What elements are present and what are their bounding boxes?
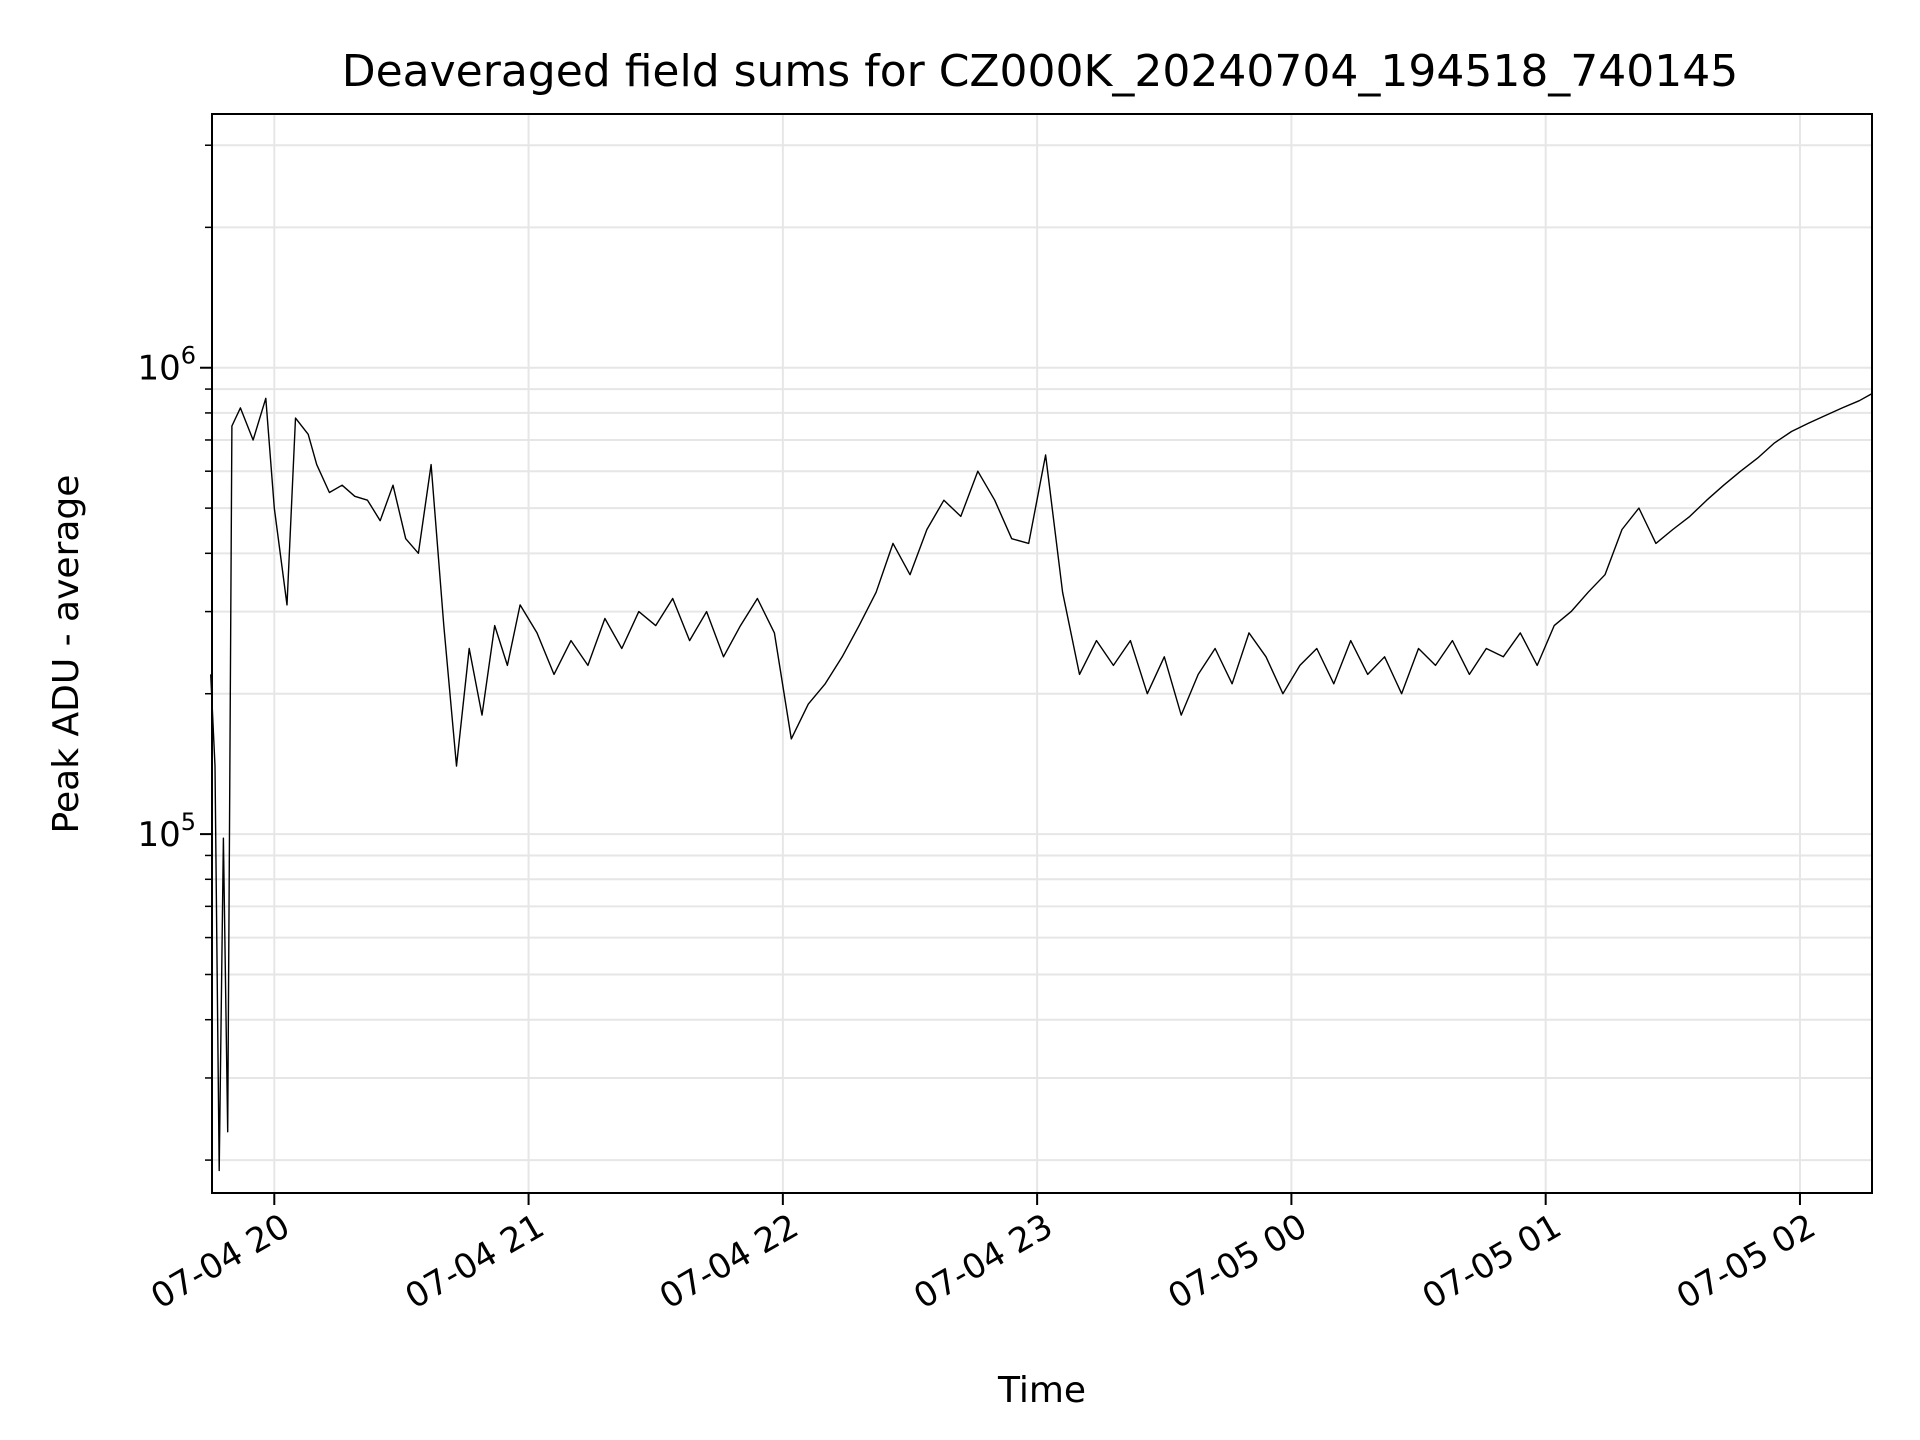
x-tick-label: 07-04 23	[907, 1206, 1059, 1317]
x-tick-label: 07-04 21	[399, 1206, 551, 1317]
grid	[212, 114, 1872, 1193]
ticks: 07-04 20 07-04 21 07-04 22 07-04 23 07-05 00…	[137, 144, 1822, 1317]
x-tick-label: 07-05 01	[1416, 1206, 1568, 1317]
y-tick-label: 106	[137, 342, 196, 389]
y-tick-label: 105	[137, 808, 196, 855]
y-tick-base: 10	[137, 349, 180, 389]
y-tick-exponent: 5	[181, 808, 196, 836]
x-tick-label: 07-05 00	[1162, 1206, 1314, 1317]
chart-title: Deaveraged field sums for CZ000K_2024070…	[342, 46, 1739, 97]
series-layer	[210, 392, 1873, 1172]
plot-frame	[211, 113, 1873, 1194]
y-tick-exponent: 6	[181, 342, 196, 370]
series-line	[210, 392, 1873, 1172]
x-tick-label: 07-05 02	[1670, 1206, 1822, 1317]
x-tick-label: 07-04 22	[653, 1206, 805, 1317]
y-tick-base: 10	[137, 815, 180, 855]
x-tick-label: 07-04 20	[144, 1206, 296, 1317]
y-axis-label: Peak ADU - average	[46, 475, 87, 834]
x-axis-label: Time	[997, 1370, 1086, 1411]
